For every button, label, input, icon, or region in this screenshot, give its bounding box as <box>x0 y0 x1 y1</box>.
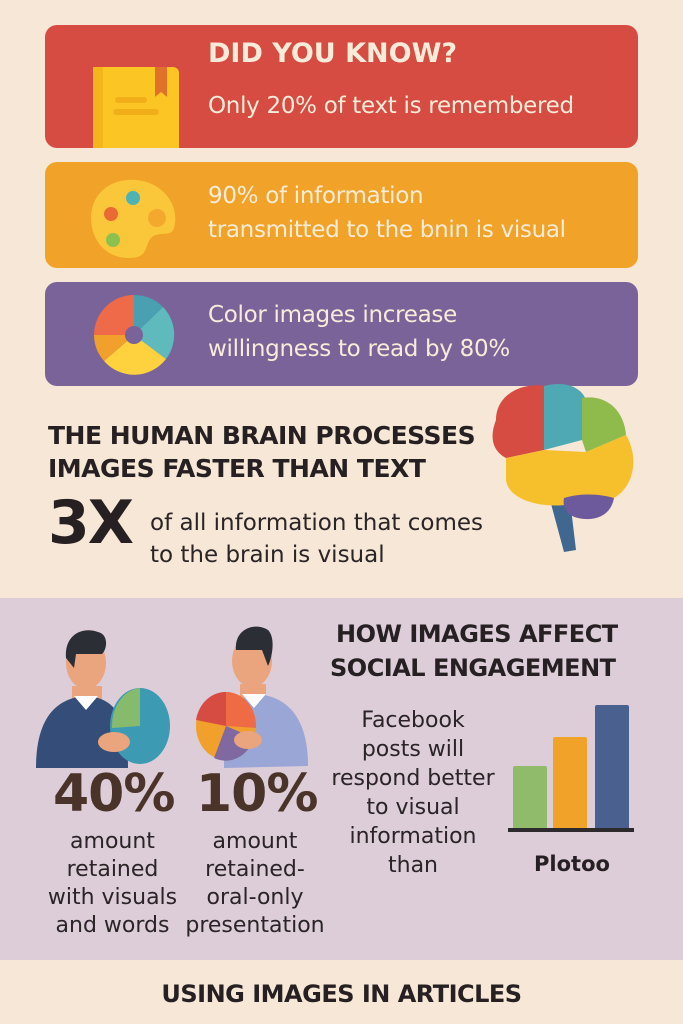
stat-10-percent: 10% <box>196 764 318 824</box>
bar-chart-illustration <box>508 705 634 832</box>
chart-label: Plotoo <box>534 852 610 876</box>
color-images-card: Color images increase willingness to rea… <box>45 282 638 386</box>
card-line-1: Color images increase <box>208 302 457 328</box>
desc-line: amount <box>212 829 298 854</box>
person-with-multicolor-pie-illustration <box>196 626 308 768</box>
desc-line: with visuals <box>47 885 178 910</box>
stat-40-description: amount retained with visuals and words <box>40 828 185 940</box>
desc-line: amount <box>70 829 155 854</box>
engagement-heading-line-2: SOCIAL ENGAGEMENT <box>330 654 616 682</box>
brain-stat: 3X <box>48 488 134 558</box>
pie-chart-icon <box>94 294 175 375</box>
brain-text-line-1: of all information that comes <box>150 510 483 536</box>
facebook-line: posts will <box>361 737 465 762</box>
brain-heading-line-1: THE HUMAN BRAIN PROCESSES <box>48 421 476 450</box>
facebook-line: Facebook <box>361 708 465 733</box>
facebook-line: to visual <box>366 795 460 820</box>
palette-icon <box>91 179 176 258</box>
engagement-section: 40% amount retained with visuals and wor… <box>0 598 683 960</box>
desc-line: and words <box>55 913 170 938</box>
card-line-2: transmitted to the bnin is visual <box>208 217 566 243</box>
bar-orange <box>553 737 587 828</box>
bar-blue <box>595 705 629 828</box>
stat-10-description: amount retained- oral-only presentation <box>180 828 330 940</box>
desc-line: retained- <box>205 857 305 882</box>
facebook-line: than <box>388 853 438 878</box>
card-line-1: 90% of information <box>208 183 424 209</box>
book-icon <box>93 67 179 148</box>
facebook-line: respond better <box>331 766 495 791</box>
brain-heading-line-2: IMAGES FASTER THAN TEXT <box>48 454 426 483</box>
brain-icon <box>492 383 634 552</box>
desc-line: oral-only <box>206 885 304 910</box>
card-line-2: willingness to read by 80% <box>208 336 510 362</box>
stat-40-percent: 40% <box>53 764 175 824</box>
brain-text-line-2: to the brain is visual <box>150 542 385 568</box>
desc-line: retained <box>66 857 159 882</box>
footer-heading: USING IMAGES IN ARTICLES <box>161 980 522 1008</box>
bar-green <box>513 766 547 828</box>
card-title: DID YOU KNOW? <box>208 38 458 69</box>
engagement-heading-line-1: HOW IMAGES AFFECT <box>336 620 618 648</box>
facebook-text: Facebook posts will respond better to vi… <box>320 706 506 880</box>
facebook-line: information <box>349 824 477 849</box>
visual-info-card: 90% of information transmitted to the bn… <box>45 162 638 268</box>
did-you-know-card: DID YOU KNOW? Only 20% of text is rememb… <box>45 25 638 148</box>
desc-line: presentation <box>185 913 325 938</box>
person-with-pie-chart-illustration <box>36 630 170 768</box>
card-text: Only 20% of text is remembered <box>208 93 574 119</box>
